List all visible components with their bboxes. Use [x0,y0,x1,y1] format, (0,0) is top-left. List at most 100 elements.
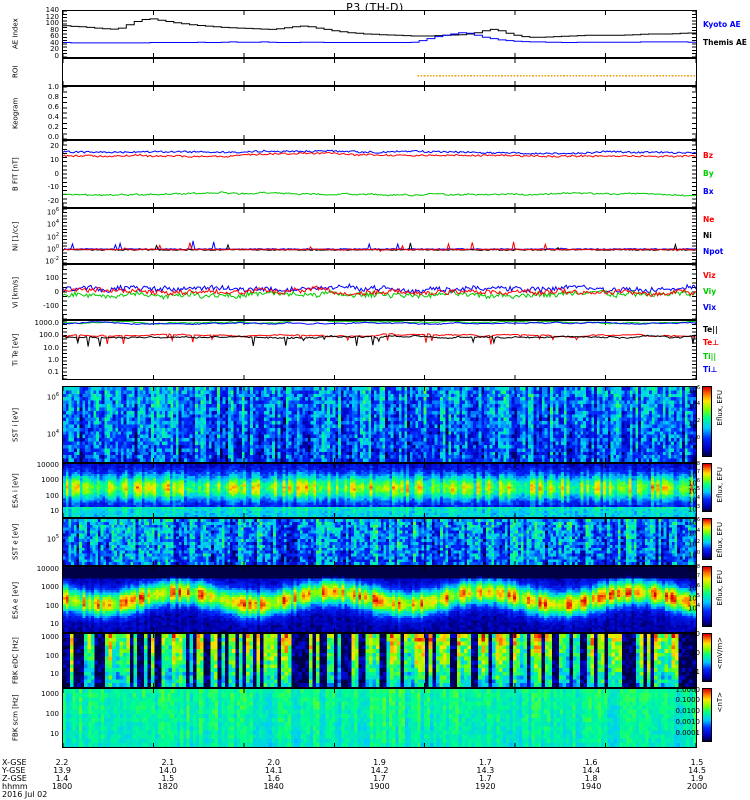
xaxis-tick-Z-GSE-1: 1.5 [154,774,182,783]
legend-b-fit-By: By [703,170,714,178]
panel-fbk-scm [62,688,697,748]
ytick-keogram-2: 0.6 [48,104,59,111]
xaxis-rowlabel-hhmm: hhmm [2,782,28,791]
xaxis-rowlabel-X-GSE: X-GSE [2,758,27,767]
colorbar-title-cb-fbk-edc: <mV/m> [716,637,724,670]
xaxis-tick-X-GSE-4: 1.7 [471,758,499,767]
xaxis-tick-Y-GSE-6: 14.5 [683,766,711,775]
ytick-ti-te-0: 1000.0 [35,319,60,327]
legend-ti-te-Te: Te|| [703,325,718,334]
ytick-vi-0: 100 [46,274,59,282]
panel-b-fit [62,140,697,208]
legend-b-fit-Bz: Bz [703,152,713,160]
ytick-fbk-scm-2: 10 [50,731,59,738]
ytick-ti-te-2: 10.0 [43,344,59,352]
xaxis-tick-X-GSE-3: 1.9 [366,758,394,767]
colorbar-cb-esa-elec [702,566,712,627]
colorbar-tick-cb-esa-elec-1: 107 [688,573,700,582]
ytick-vi-1: 0 [55,288,59,296]
ylabel-b-fit: B FIT [nT] [8,144,24,204]
colorbar-tick-cb-sst-ion-0: 106 [688,385,700,394]
ytick-keogram-1: 0.8 [48,94,59,101]
xaxis-tick-hhmm-2: 1840 [260,782,288,791]
panel-sst-elec [62,518,697,566]
ytick-esa-elec-0: 10000 [37,565,59,573]
ytick-fbk-edc-1: 100 [46,652,59,660]
xaxis-tick-hhmm-0: 1800 [48,782,76,791]
colorbar-tick-cb-esa-elec-3: 105 [688,593,700,602]
xaxis-tick-X-GSE-0: 2.2 [48,758,76,767]
ytick-vi-2: -100 [43,302,59,310]
xaxis-tick-Y-GSE-4: 14.3 [471,766,499,775]
panel-vi [62,264,697,320]
ytick-ae-index-5: 40 [50,39,59,47]
ytick-ae-index-6: 20 [50,46,59,53]
legend-ae-index-KyotoAE: Kyoto AE [703,21,741,29]
xaxis-tick-Y-GSE-3: 14.2 [366,766,394,775]
colorbar-tick-cb-sst-elec-1: 104 [688,528,700,537]
colorbar-tick-cb-sst-ion-3: 100 [688,435,700,444]
panel-esa-elec [62,566,697,633]
xaxis-tick-Z-GSE-3: 1.7 [366,774,394,783]
ytick-b-fit-3: -10 [48,184,59,191]
legend-ni-Ne: Ne [703,215,714,224]
colorbar-title-cb-sst-ion: Eflux, EFU [716,390,724,425]
colorbar-tick-cb-fbk-scm-1: 0.1000 [676,697,701,704]
xaxis-tick-X-GSE-5: 1.6 [577,758,605,767]
xaxis-rowlabel-Z-GSE: Z-GSE [2,774,27,783]
ytick-b-fit-1: 10 [50,156,59,164]
ytick-ni-2: 102 [47,232,59,241]
ytick-ae-index-0: 140 [46,7,59,14]
legend-ti-te-Ti: Ti⊥ [703,366,718,374]
ytick-esa-ion-2: 100 [46,492,59,500]
ytick-esa-elec-1: 1000 [41,583,59,591]
ytick-esa-elec-2: 100 [46,602,59,610]
ytick-fbk-scm-0: 1000 [41,690,59,698]
colorbar-tick-cb-esa-elec-2: 106 [688,583,700,592]
ytick-ti-te-4: 0.1 [48,369,59,376]
ytick-ni-1: 104 [47,220,59,228]
colorbar-tick-cb-esa-ion-2: 106 [688,478,700,487]
colorbar-tick-cb-esa-ion-4: 104 [688,495,700,504]
xaxis-tick-hhmm-5: 1940 [577,782,605,791]
ytick-fbk-edc-0: 1000 [41,633,59,641]
xaxis-tick-X-GSE-1: 2.1 [154,758,182,767]
colorbar-title-cb-esa-ion: Eflux, EFU [716,467,724,502]
legend-b-fit-Bx: Bx [703,188,714,196]
ytick-keogram-3: 0.4 [48,114,59,121]
ylabel-ni: Ni [1/cc] [8,206,24,266]
colorbar-cb-sst-ion [702,386,712,457]
ylabel-ti-te: Ti Te [eV] [8,320,24,380]
colorbar-tick-cb-fbk-scm-4: 0.0001 [676,729,701,737]
ytick-ni-0: 106 [47,207,59,216]
colorbar-tick-cb-esa-elec-0: 108 [688,564,700,573]
xaxis-rowlabel-Y-GSE: Y-GSE [2,766,25,775]
xaxis-tick-hhmm-6: 2000 [683,782,711,791]
colorbar-tick-cb-fbk-edc-0: 1.00 [684,631,700,638]
xaxis-tick-X-GSE-6: 1.5 [683,758,711,767]
panel-keogram [62,86,697,140]
legend-vi-Viy: Viy [703,288,716,296]
colorbar-tick-cb-sst-elec-2: 102 [688,539,700,548]
ytick-esa-ion-1: 1000 [41,477,59,484]
xaxis-tick-X-GSE-2: 2.0 [260,758,288,767]
ytick-ti-te-3: 1.0 [48,357,59,364]
ylabel-keogram: Keogram [8,83,24,143]
ytick-ae-index-4: 60 [50,33,59,40]
legend-ni-Npot: Npot [703,248,723,256]
xaxis-tick-Z-GSE-2: 1.6 [260,774,288,783]
legend-vi-Vix: Vix [703,304,716,312]
ytick-ni-4: 10-2 [45,257,59,265]
colorbar-tick-cb-sst-elec-3: 100 [688,550,700,559]
ytick-sst-elec-0: 105 [47,534,59,543]
ytick-b-fit-4: -20 [48,197,59,205]
ylabel-esa-elec: ESA e [eV] [8,570,24,630]
legend-ti-te-Ti: Ti|| [703,352,716,361]
colorbar-tick-cb-fbk-scm-2: 0.0100 [676,708,701,715]
ytick-keogram-5: 0.0 [48,134,59,141]
legend-ae-index-ThemisAE: Themis AE [703,39,747,47]
panel-roi [62,58,697,86]
colorbar-tick-cb-esa-ion-5: 103 [688,504,700,513]
ylabel-sst-elec: SST e [eV] [8,512,24,572]
